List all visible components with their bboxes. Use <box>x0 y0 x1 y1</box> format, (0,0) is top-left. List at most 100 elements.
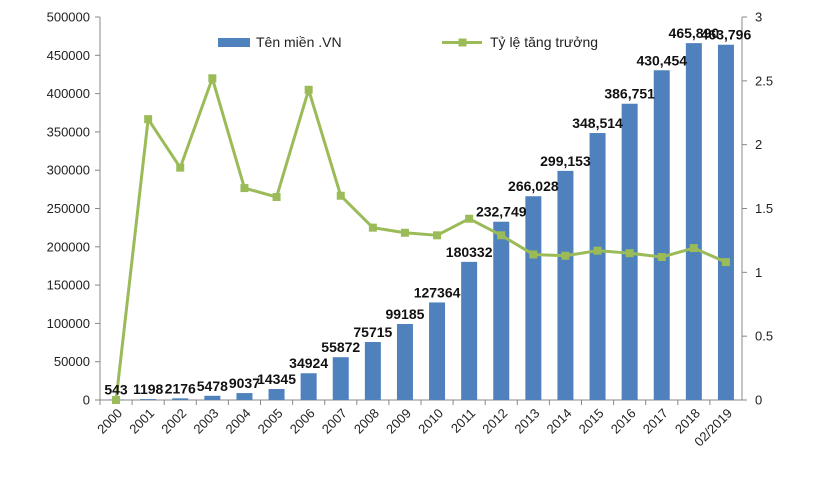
line-point <box>144 115 153 124</box>
x-tick-label: 2004 <box>223 406 254 437</box>
bar-value-label: 348,514 <box>572 115 623 131</box>
x-tick-label: 2016 <box>608 406 639 437</box>
bar <box>364 342 381 400</box>
right-tick-label: 1.5 <box>755 201 773 216</box>
bar-value-label: 232,749 <box>476 204 527 220</box>
x-tick-label: 2012 <box>479 406 510 437</box>
bar-value-label: 9037 <box>229 375 260 391</box>
left-tick-label: 400000 <box>47 86 90 101</box>
right-tick-label: 2.5 <box>755 73 773 88</box>
bar-value-label: 266,028 <box>508 178 559 194</box>
bar <box>557 170 574 400</box>
line-point <box>112 396 121 404</box>
right-tick-label: 1 <box>755 265 762 280</box>
x-tick-label: 2001 <box>126 406 157 437</box>
x-tick-label: 2015 <box>576 406 607 437</box>
right-tick-label: 3 <box>755 10 762 25</box>
legend-swatch-marker <box>458 38 467 47</box>
x-tick-label: 2005 <box>255 406 286 437</box>
bar-value-label: 1198 <box>133 381 164 397</box>
bar-value-label: 299,153 <box>540 153 591 169</box>
bar <box>429 302 446 400</box>
x-tick-label: 2017 <box>640 406 671 437</box>
bar <box>300 373 317 400</box>
bar-value-label: 14345 <box>257 371 296 387</box>
x-tick-label: 2003 <box>190 406 221 437</box>
x-tick-label: 2013 <box>511 406 542 437</box>
bar <box>589 133 606 400</box>
bar <box>685 43 702 400</box>
line-point <box>368 223 377 232</box>
bar-value-label: 75715 <box>353 324 392 340</box>
line-point <box>657 253 666 262</box>
bar <box>525 196 542 400</box>
legend-label-bar: Tên miền .VN <box>256 34 342 50</box>
line-point <box>304 85 313 94</box>
bar-value-label: 386,751 <box>604 86 655 102</box>
bar <box>717 44 734 400</box>
bar-value-label: 127364 <box>414 284 461 300</box>
bar <box>140 399 157 400</box>
right-tick-label: 2 <box>755 137 762 152</box>
line-point <box>593 246 602 255</box>
line-point <box>176 163 185 172</box>
bar-value-label: 543 <box>104 382 128 398</box>
left-tick-label: 50000 <box>54 354 90 369</box>
line-point <box>465 214 474 223</box>
x-tick-label: 2010 <box>415 406 446 437</box>
bar <box>172 398 189 400</box>
right-tick-label: 0.5 <box>755 329 773 344</box>
bar-value-label: 465,890 <box>669 25 720 41</box>
growth-line <box>114 76 727 401</box>
left-tick-label: 200000 <box>47 239 90 254</box>
x-tick-label: 2007 <box>319 406 350 437</box>
bar-value-label: 2176 <box>165 380 196 396</box>
line-point <box>721 258 730 267</box>
bar <box>332 357 349 400</box>
x-tick-label: 2011 <box>448 406 478 436</box>
legend: Tên miền .VN Tỷ lệ tăng trưởng <box>218 34 598 50</box>
line-point <box>336 191 345 200</box>
bar-value-label: 180332 <box>446 244 493 260</box>
bar <box>204 395 221 400</box>
line-series <box>112 74 730 404</box>
bar <box>268 389 285 400</box>
left-tick-label: 450000 <box>47 48 90 63</box>
line-point <box>625 249 634 258</box>
bar-value-label: 55872 <box>321 339 360 355</box>
x-tick-label: 2014 <box>544 406 575 437</box>
legend-swatch-bar <box>218 38 250 47</box>
x-tick-label: 2006 <box>287 406 318 437</box>
left-tick-label: 300000 <box>47 163 90 178</box>
x-tick-label: 2000 <box>94 406 125 437</box>
line-point <box>529 250 538 259</box>
legend-label-line: Tỷ lệ tăng trưởng <box>490 34 598 50</box>
bar-value-label: 34924 <box>289 355 328 371</box>
left-tick-label: 150000 <box>47 278 90 293</box>
line-point <box>689 244 698 253</box>
line-point <box>497 231 506 240</box>
line-point <box>272 193 281 202</box>
bar-value-label: 463,796 <box>701 27 752 43</box>
left-tick-label: 350000 <box>47 124 90 139</box>
left-tick-label: 0 <box>83 393 90 408</box>
bar <box>236 393 253 400</box>
x-tick-label: 2009 <box>383 406 414 437</box>
bar <box>461 261 478 400</box>
line-point <box>400 228 409 237</box>
left-tick-label: 100000 <box>47 316 90 331</box>
left-tick-label: 500000 <box>47 10 90 25</box>
right-tick-label: 0 <box>755 393 762 408</box>
bar <box>653 70 670 400</box>
x-tick-label: 2008 <box>351 406 382 437</box>
bar-value-label: 5478 <box>197 378 228 394</box>
line-point <box>433 231 442 240</box>
line-point <box>208 74 217 83</box>
bar <box>396 324 413 400</box>
left-tick-label: 250000 <box>47 201 90 216</box>
bar-value-label: 430,454 <box>636 52 687 68</box>
bar <box>493 221 510 400</box>
line-point <box>240 184 249 193</box>
